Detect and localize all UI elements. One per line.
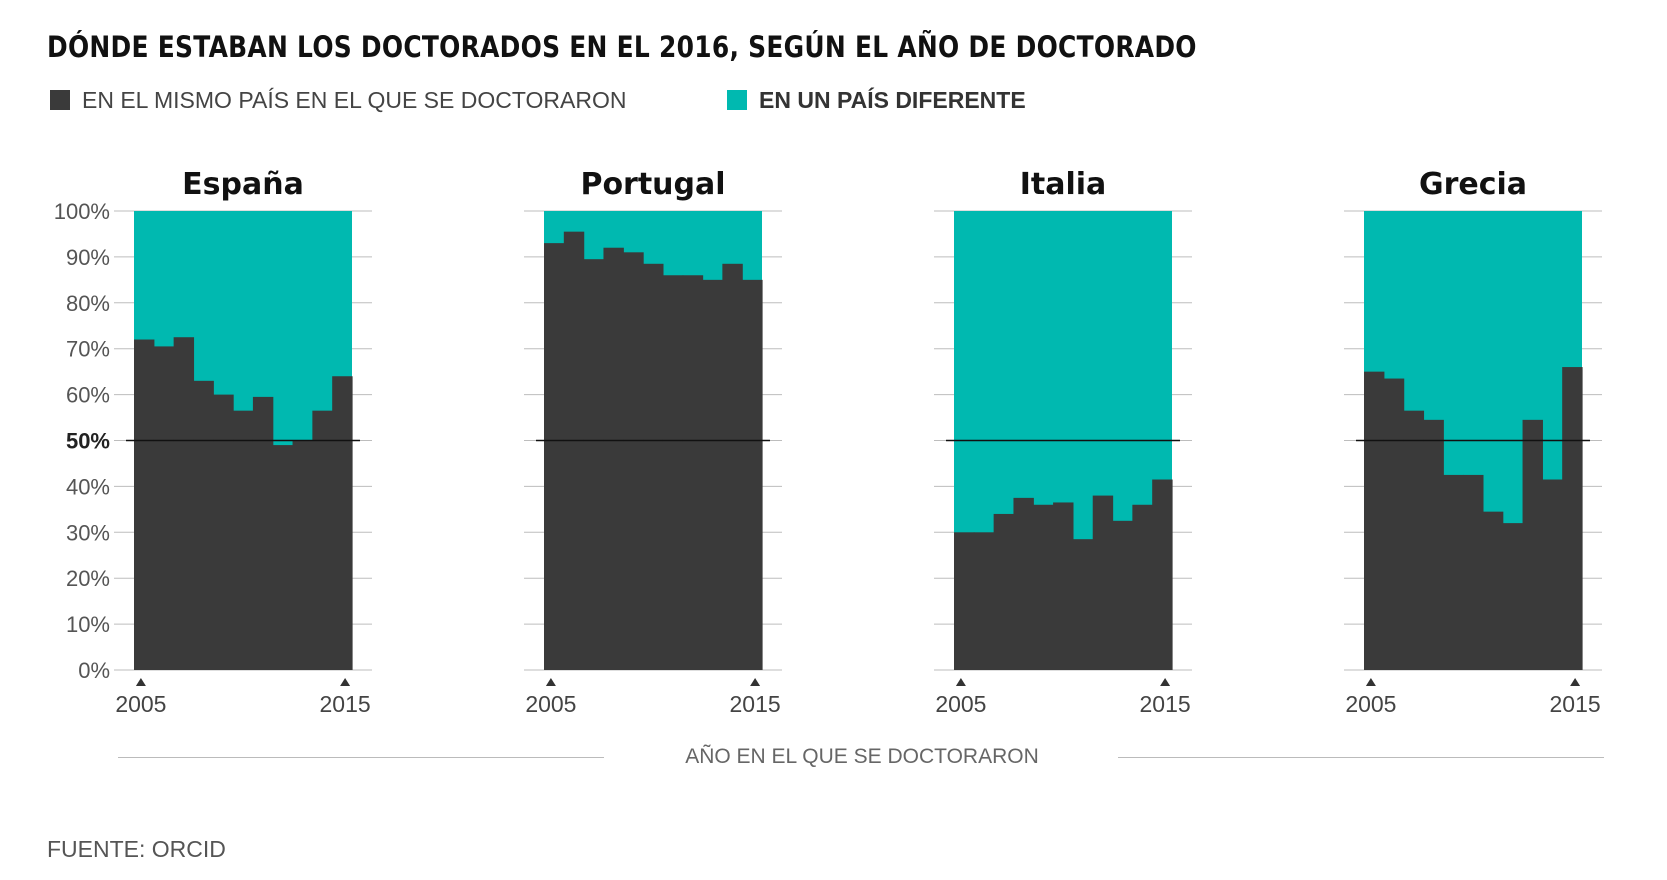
bar-same-country [272, 445, 294, 670]
bar-same-country [682, 275, 704, 670]
bar-same-country [993, 513, 1015, 670]
y-tick-label: 20% [66, 566, 110, 591]
bar-same-country [233, 410, 254, 670]
bar-same-country [1072, 539, 1094, 670]
x-tick-label: 2005 [935, 691, 986, 717]
legend-swatch-different-country [727, 90, 747, 110]
bar-same-country [662, 275, 684, 670]
bar-same-country [1013, 497, 1034, 670]
bar-same-country [134, 339, 155, 670]
bar-same-country [702, 279, 723, 670]
bar-same-country [1092, 495, 1114, 670]
y-tick-label: 80% [66, 291, 110, 316]
bar-same-country [1502, 523, 1524, 670]
legend-label-same-country: EN EL MISMO PAÍS EN EL QUE SE DOCTORARON [82, 86, 627, 113]
bar-same-country [1364, 371, 1385, 670]
legend-item-different-country: EN UN PAÍS DIFERENTE [727, 86, 1026, 113]
legend-swatch-same-country [50, 90, 70, 110]
bar-same-country [583, 259, 605, 670]
bar-same-country [722, 263, 743, 670]
bar-same-country [973, 532, 995, 670]
x-tick-marker [135, 678, 146, 686]
y-tick-label: 50% [66, 429, 110, 454]
x-tick-label: 2005 [115, 691, 166, 717]
bar-same-country [1053, 502, 1074, 670]
bar-same-country [193, 380, 214, 670]
bar-same-country [1522, 419, 1543, 670]
x-tick-marker [750, 678, 761, 686]
x-tick-marker [340, 678, 351, 686]
bar-same-country [153, 346, 175, 670]
bar-same-country [603, 247, 624, 670]
panel-title: Italia [1020, 167, 1107, 202]
panel-title: Portugal [580, 167, 725, 202]
y-tick-label: 10% [66, 612, 110, 637]
x-tick-label: 2005 [1345, 691, 1396, 717]
bar-same-country [742, 279, 763, 670]
x-tick-label: 2015 [1550, 691, 1601, 717]
y-tick-label: 100% [54, 199, 110, 224]
panel-title: Grecia [1419, 167, 1527, 202]
bar-same-country [312, 410, 333, 670]
x-axis-title-rule-left [118, 757, 604, 758]
bar-same-country [1383, 378, 1405, 670]
bar-same-country [1033, 504, 1054, 670]
x-tick-marker [1160, 678, 1171, 686]
y-tick-label: 90% [66, 245, 110, 270]
x-axis-title: AÑO EN EL QUE SE DOCTORARON [685, 745, 1039, 768]
x-tick-label: 2005 [525, 691, 576, 717]
x-tick-marker [955, 678, 966, 686]
x-tick-marker [1365, 678, 1376, 686]
y-tick-label: 40% [66, 474, 110, 499]
bar-same-country [1562, 367, 1583, 670]
bar-same-country [173, 337, 195, 670]
bar-same-country [1443, 474, 1464, 670]
bar-same-country [1423, 419, 1444, 670]
y-tick-label: 30% [66, 520, 110, 545]
bar-same-country [623, 252, 644, 670]
bar-same-country [252, 396, 274, 670]
y-tick-label: 0% [78, 658, 110, 683]
bar-same-country [643, 263, 664, 670]
bar-same-country [1112, 520, 1133, 670]
bar-same-country [1403, 410, 1425, 670]
x-tick-label: 2015 [730, 691, 781, 717]
bar-same-country [1152, 479, 1173, 670]
bar-same-country [332, 376, 353, 670]
x-tick-label: 2015 [320, 691, 371, 717]
y-tick-label: 70% [66, 337, 110, 362]
bar-same-country [1482, 511, 1504, 670]
panel-title: España [182, 167, 304, 202]
page-title: DÓNDE ESTABAN LOS DOCTORADOS EN EL 2016,… [47, 30, 1197, 64]
legend-item-same-country: EN EL MISMO PAÍS EN EL QUE SE DOCTORARON [50, 86, 627, 113]
bar-same-country [1132, 504, 1153, 670]
bar-same-country [954, 532, 975, 670]
bar-same-country [544, 243, 565, 670]
source-note: FUENTE: ORCID [47, 836, 226, 862]
bar-same-country [1463, 474, 1484, 670]
bar-same-country [563, 231, 585, 670]
bar-same-country [213, 394, 234, 670]
y-tick-label: 60% [66, 383, 110, 408]
legend-label-different-country: EN UN PAÍS DIFERENTE [759, 86, 1026, 113]
x-tick-marker [545, 678, 556, 686]
bar-same-country [1542, 479, 1563, 670]
bar-same-country [292, 440, 313, 670]
x-tick-marker [1570, 678, 1581, 686]
x-tick-label: 2015 [1140, 691, 1191, 717]
x-axis-title-rule-right [1118, 757, 1604, 758]
